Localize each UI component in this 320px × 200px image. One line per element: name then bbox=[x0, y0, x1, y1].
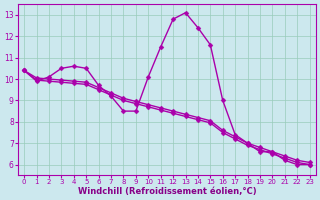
X-axis label: Windchill (Refroidissement éolien,°C): Windchill (Refroidissement éolien,°C) bbox=[77, 187, 256, 196]
